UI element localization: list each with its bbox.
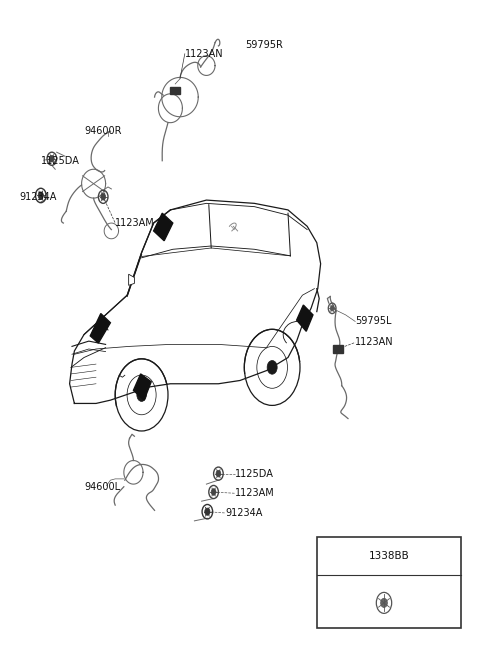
Circle shape bbox=[267, 361, 277, 374]
Bar bbox=[317, 537, 461, 628]
Text: 59795R: 59795R bbox=[245, 39, 283, 50]
Text: 1125DA: 1125DA bbox=[235, 468, 274, 479]
Circle shape bbox=[137, 388, 146, 401]
Circle shape bbox=[211, 489, 216, 495]
Text: 1338BB: 1338BB bbox=[369, 551, 409, 561]
Polygon shape bbox=[129, 274, 134, 285]
Text: 91234A: 91234A bbox=[19, 192, 57, 202]
Text: 1123AM: 1123AM bbox=[235, 488, 275, 499]
Text: 94600L: 94600L bbox=[84, 482, 120, 492]
Circle shape bbox=[381, 598, 387, 607]
Text: 1123AN: 1123AN bbox=[185, 49, 223, 59]
Circle shape bbox=[216, 470, 221, 477]
Polygon shape bbox=[154, 213, 173, 241]
Circle shape bbox=[38, 192, 44, 199]
Bar bbox=[170, 87, 180, 94]
Circle shape bbox=[204, 508, 210, 516]
Polygon shape bbox=[133, 374, 151, 400]
Text: 1123AN: 1123AN bbox=[355, 337, 394, 348]
Circle shape bbox=[330, 306, 334, 311]
Text: 1123AM: 1123AM bbox=[115, 218, 155, 228]
Circle shape bbox=[101, 194, 106, 200]
Polygon shape bbox=[90, 314, 110, 343]
Text: 91234A: 91234A bbox=[226, 508, 263, 518]
Circle shape bbox=[49, 155, 54, 162]
Text: 59795L: 59795L bbox=[355, 316, 392, 327]
Text: 94600R: 94600R bbox=[84, 126, 121, 136]
Bar bbox=[333, 345, 343, 353]
Polygon shape bbox=[297, 305, 313, 331]
Text: 1125DA: 1125DA bbox=[41, 155, 80, 166]
